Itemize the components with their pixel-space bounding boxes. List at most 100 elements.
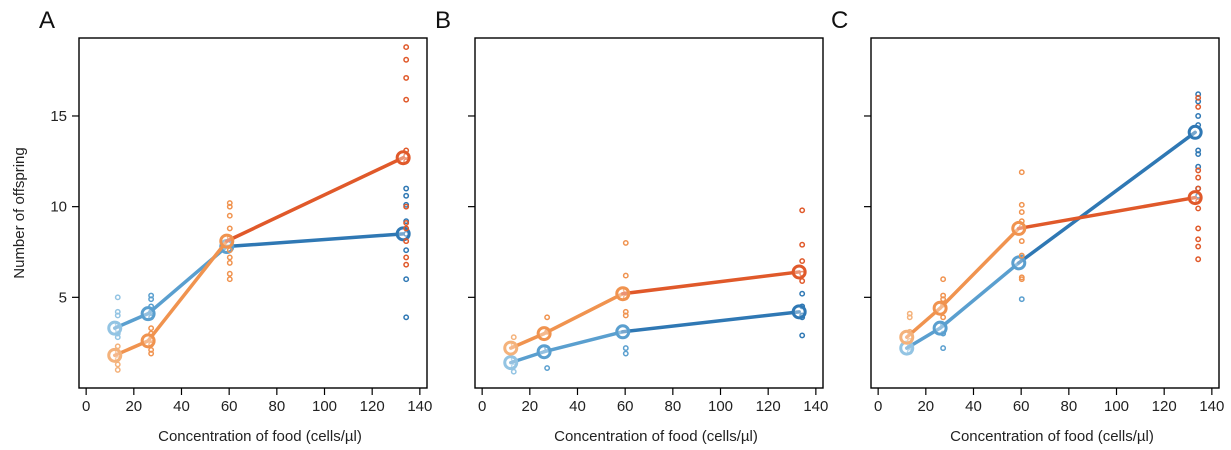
- x-tick-label: 60: [617, 398, 634, 415]
- series-orange: [503, 207, 807, 356]
- data-point: [403, 44, 410, 51]
- data-point: [1195, 163, 1202, 170]
- data-point: [403, 276, 410, 283]
- data-point: [622, 308, 629, 315]
- data-point: [1018, 201, 1025, 208]
- panel-b: B 0 20 40 60 80 100 120 140 Concentration of food…: [435, 7, 828, 445]
- data-point: [1195, 91, 1202, 98]
- series-orange: [899, 94, 1203, 345]
- x-tick-label: 20: [125, 398, 142, 415]
- panel-a: A 0 20 40 60 80 100 120 140 5 10 15 Concentration of…: [11, 7, 432, 445]
- x-tick-label: 100: [312, 398, 337, 415]
- data-point: [510, 334, 517, 341]
- x-tick-label: 60: [1013, 398, 1030, 415]
- data-point: [148, 350, 155, 357]
- x-tick-label: 120: [1152, 398, 1177, 415]
- data-point: [622, 239, 629, 246]
- data-point: [226, 225, 233, 232]
- y-axis-title: Number of offspring: [11, 147, 28, 278]
- data-point: [940, 276, 947, 283]
- mean-marker: [791, 264, 807, 280]
- mean-marker: [1187, 190, 1203, 206]
- data-point: [940, 292, 947, 299]
- data-point: [226, 200, 233, 206]
- data-point: [148, 325, 155, 332]
- mean-marker: [107, 320, 123, 336]
- mean-marker: [615, 324, 631, 340]
- mean-marker: [899, 329, 915, 345]
- mean-marker: [932, 300, 948, 316]
- data-point: [1195, 167, 1202, 174]
- y-tick-label: 15: [50, 108, 67, 125]
- data-point: [1195, 98, 1202, 105]
- plot-frame: [474, 37, 824, 389]
- mean-marker: [536, 326, 552, 342]
- data-point: [1018, 296, 1025, 303]
- mean-line-segment: [621, 270, 801, 296]
- data-point: [403, 203, 410, 210]
- data-point: [510, 368, 517, 375]
- mean-line-segment: [938, 261, 1021, 330]
- mean-marker: [1011, 220, 1027, 236]
- mean-marker: [395, 150, 411, 166]
- y-tick-label: 5: [59, 289, 67, 306]
- data-point: [799, 207, 806, 214]
- x-tick-label: 20: [521, 398, 538, 415]
- series-orange: [107, 44, 411, 373]
- mean-marker: [503, 340, 519, 356]
- mean-marker: [107, 347, 123, 363]
- data-point: [148, 296, 155, 303]
- mean-line-segment: [225, 155, 405, 243]
- data-point: [403, 247, 410, 254]
- data-point: [403, 225, 410, 232]
- data-point: [403, 185, 410, 192]
- data-point: [1195, 113, 1202, 119]
- data-point: [403, 238, 410, 245]
- y-tick-label: 10: [50, 199, 67, 216]
- data-point: [226, 276, 233, 283]
- x-tick-label: 100: [1104, 398, 1129, 415]
- data-point: [403, 254, 410, 261]
- series-blue: [503, 290, 807, 375]
- panel-letter: B: [435, 7, 451, 34]
- data-point: [1195, 94, 1202, 101]
- data-point: [114, 294, 121, 301]
- x-tick-label: 0: [478, 398, 486, 415]
- data-point: [799, 290, 806, 297]
- data-point: [1195, 256, 1202, 263]
- data-point: [226, 254, 233, 261]
- data-point: [1195, 243, 1202, 250]
- data-point: [226, 203, 233, 210]
- data-point: [1018, 276, 1025, 283]
- data-point: [403, 96, 410, 103]
- x-axis-title: Concentration of food (cells/µl): [158, 428, 362, 445]
- mean-marker: [219, 233, 235, 249]
- data-point: [1195, 236, 1202, 243]
- data-point: [403, 192, 410, 199]
- data-point: [799, 278, 806, 284]
- data-point: [114, 308, 121, 315]
- plot-frame: [78, 37, 428, 389]
- x-tick-label: 40: [173, 398, 190, 415]
- x-tick-label: 40: [569, 398, 586, 415]
- mean-line-segment: [542, 330, 625, 354]
- data-point: [114, 366, 121, 373]
- mean-line-segment: [1017, 130, 1197, 265]
- data-point: [1018, 238, 1025, 245]
- mean-line-segment: [1017, 195, 1197, 231]
- data-point: [114, 334, 121, 341]
- mean-marker: [503, 355, 519, 371]
- data-point: [622, 345, 629, 352]
- mean-line-segment: [146, 239, 229, 343]
- mean-line-segment: [225, 232, 405, 249]
- data-point: [1195, 205, 1202, 212]
- data-point: [622, 350, 629, 357]
- x-tick-label: 140: [1199, 398, 1224, 415]
- data-point: [622, 312, 629, 319]
- data-point: [403, 56, 410, 63]
- data-point: [1018, 209, 1025, 216]
- x-tick-label: 140: [803, 398, 828, 415]
- x-tick-label: 120: [756, 398, 781, 415]
- x-axis-title: Concentration of food (cells/µl): [554, 428, 758, 445]
